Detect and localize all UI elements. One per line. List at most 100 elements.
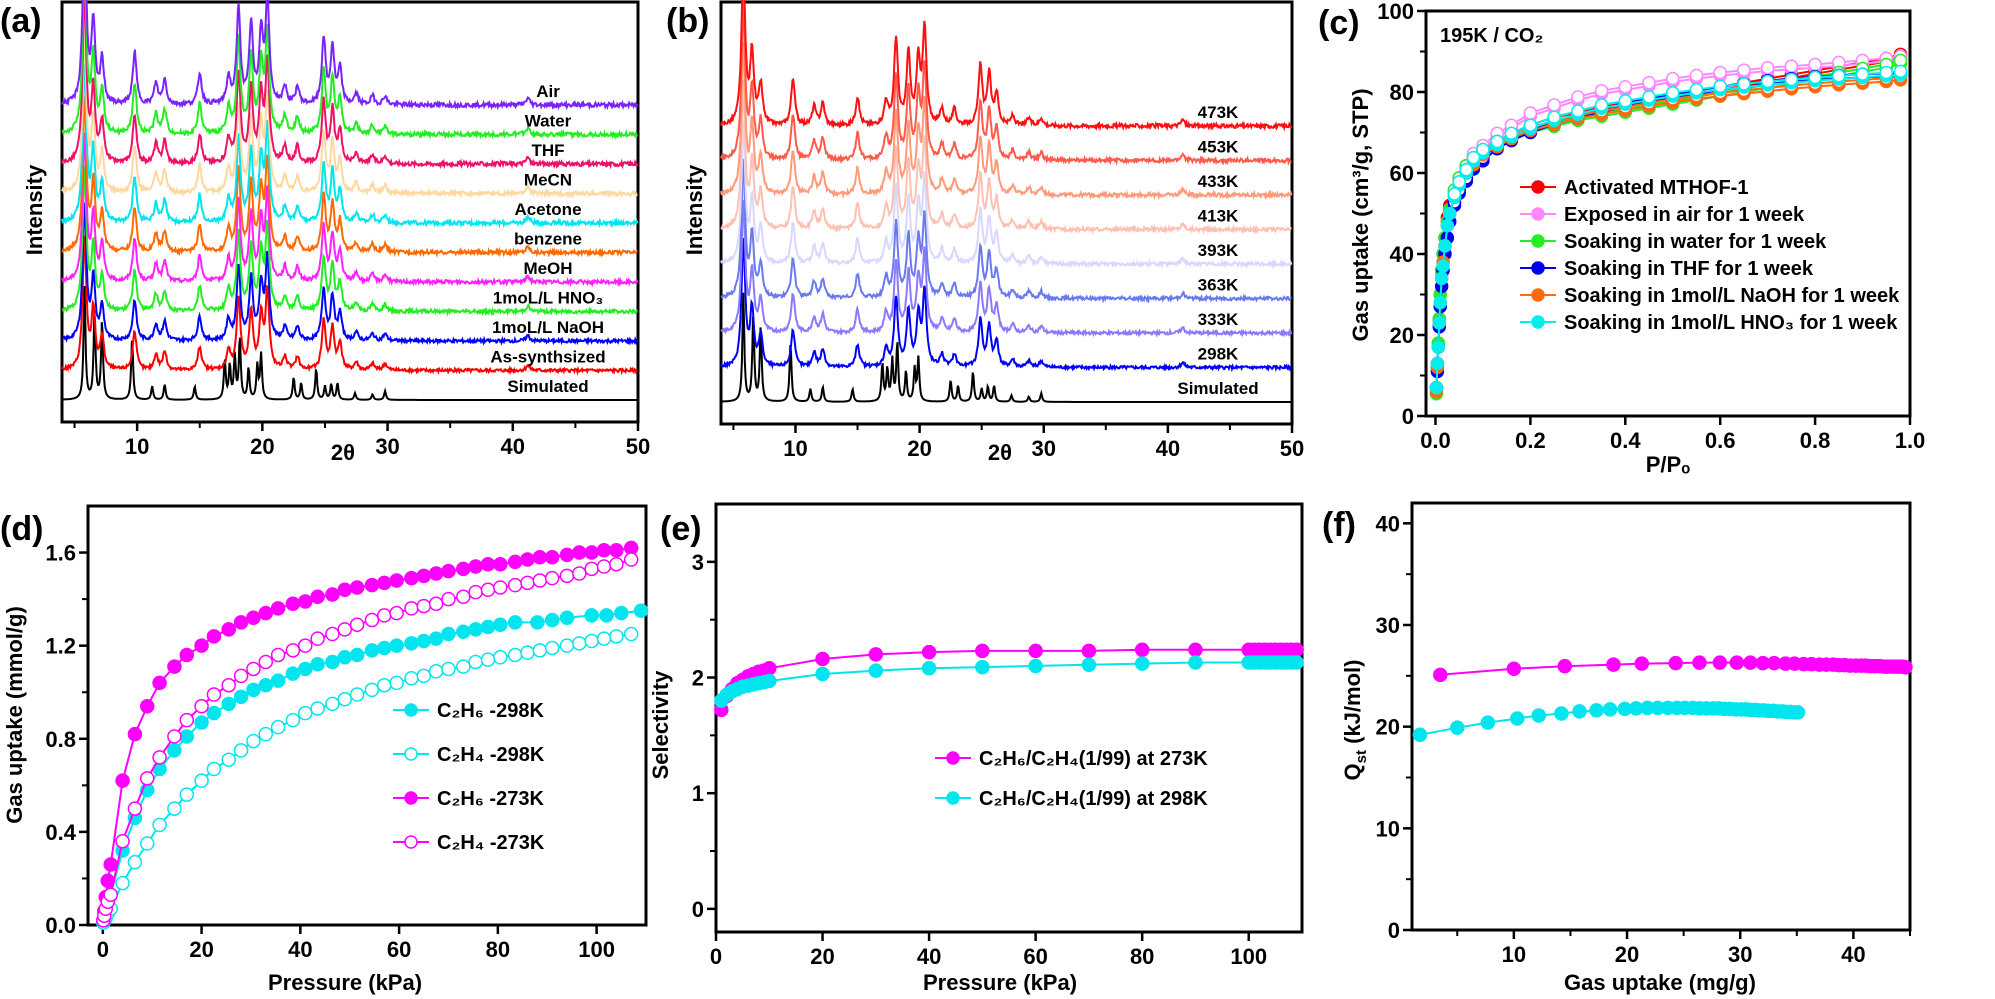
data-point-f [1790, 705, 1806, 720]
data-point-c [1689, 68, 1704, 83]
xrd-trace [720, 41, 1293, 201]
data-point-d [428, 631, 444, 646]
data-point-d [258, 605, 274, 621]
data-point-d [428, 596, 444, 612]
data-point-d [194, 773, 209, 788]
trace-label: 453K [1198, 138, 1239, 157]
xrd-trace [61, 0, 638, 141]
data-point-c [1490, 134, 1504, 149]
data-point-c [1476, 142, 1490, 157]
data-point-e [868, 647, 884, 662]
data-point-e [1188, 642, 1203, 658]
y-tick-label-d: 0.8 [45, 727, 76, 752]
data-point-d [633, 603, 649, 618]
x-tick-label-d: 0 [97, 937, 109, 962]
data-point-d [468, 654, 483, 670]
y-tick-label-c: 100 [1377, 0, 1414, 24]
data-point-d [507, 647, 523, 663]
legend-marker-c [1531, 180, 1545, 194]
xrd-trace [721, 292, 1292, 403]
data-point-d [194, 638, 209, 653]
data-point-d [544, 570, 560, 586]
y-tick-label-c: 60 [1390, 161, 1414, 186]
data-point-d [140, 836, 155, 851]
x-tick-label-b: 20 [907, 436, 931, 461]
legend-entry-c: Soaking in water for 1 week [1564, 231, 1827, 253]
series-line-e [720, 648, 1297, 711]
data-point-d [233, 615, 249, 630]
data-point-c [1832, 69, 1846, 83]
data-point-d [480, 556, 496, 572]
data-point-d [377, 677, 392, 693]
data-point-d [364, 643, 380, 658]
data-point-d [233, 668, 249, 684]
data-point-c [1430, 356, 1445, 371]
data-point-d [127, 726, 143, 742]
y-tick-label-e: 0 [692, 897, 704, 922]
legend-entry-c: Soaking in THF for 1 week [1564, 258, 1814, 280]
x-tick-label-d: 100 [578, 937, 615, 962]
data-point-d [349, 687, 365, 702]
data-point-e [1028, 658, 1043, 674]
data-point-d [221, 677, 236, 693]
data-point-c [1665, 86, 1680, 100]
data-point-d [167, 659, 182, 674]
data-point-d [246, 733, 261, 749]
data-point-d [468, 584, 483, 600]
x-tick-label-b: 40 [1156, 436, 1180, 461]
data-point-c [1642, 75, 1656, 90]
data-point-d [270, 647, 286, 663]
data-point-d [559, 638, 575, 653]
legend-entry-d: C₂H₄ -298K [437, 744, 545, 766]
panel-label-b: (b) [666, 2, 709, 40]
data-point-e [1028, 643, 1043, 659]
x-axis-title-e: Pressure (kPa) [923, 970, 1077, 995]
data-point-d [614, 605, 629, 621]
data-point-d [416, 568, 432, 584]
data-point-f [1668, 655, 1683, 671]
data-point-d [337, 691, 353, 707]
data-point-e [1289, 642, 1304, 658]
data-point-c [1431, 340, 1446, 354]
data-point-f [1589, 703, 1604, 718]
data-point-d [584, 545, 599, 560]
data-point-d [270, 601, 286, 616]
legend-entry-d: C₂H₆ -273K [437, 788, 544, 810]
data-point-f [1506, 661, 1522, 676]
data-point-d [310, 589, 325, 605]
x-tick-label-a: 50 [626, 434, 650, 459]
data-point-d [468, 559, 483, 574]
y-tick-label-d: 0.4 [45, 820, 76, 845]
x-tick-label-a: 20 [250, 434, 274, 459]
x-tick-label-b: 30 [1031, 436, 1055, 461]
data-point-c [1618, 94, 1633, 108]
x-tick-label-a: 40 [501, 434, 525, 459]
y-axis-title-f-main: Q [1340, 763, 1365, 780]
data-point-d [480, 652, 496, 667]
legend-marker-d [404, 747, 418, 761]
panel-label-e: (e) [660, 510, 702, 548]
data-point-c [1689, 82, 1704, 97]
trace-label: Simulated [1177, 379, 1258, 398]
data-point-d [258, 726, 274, 742]
data-point-d [559, 610, 575, 625]
data-point-d [389, 573, 404, 588]
data-point-e [1134, 642, 1150, 658]
data-point-d [246, 610, 261, 625]
x-axis-title-d: Pressure (kPa) [268, 970, 422, 995]
data-point-f [1450, 720, 1465, 735]
data-point-d [115, 833, 130, 849]
data-point-d [532, 549, 548, 565]
data-point-d [377, 640, 392, 656]
data-point-f [1557, 658, 1573, 674]
panel-label-f: (f) [1322, 506, 1356, 544]
x-tick-label-f: 40 [1841, 942, 1865, 967]
data-point-d [596, 631, 612, 646]
panel-c-co2-isotherm: (c) Gas uptake (cm³/g, STP) P/Pₒ 195K / … [1318, 0, 1925, 477]
data-point-d [428, 664, 444, 679]
data-point-d [364, 612, 380, 628]
data-point-d [206, 705, 222, 721]
data-point-d [167, 743, 182, 758]
data-point-d [258, 654, 274, 670]
data-point-c [1594, 84, 1609, 98]
